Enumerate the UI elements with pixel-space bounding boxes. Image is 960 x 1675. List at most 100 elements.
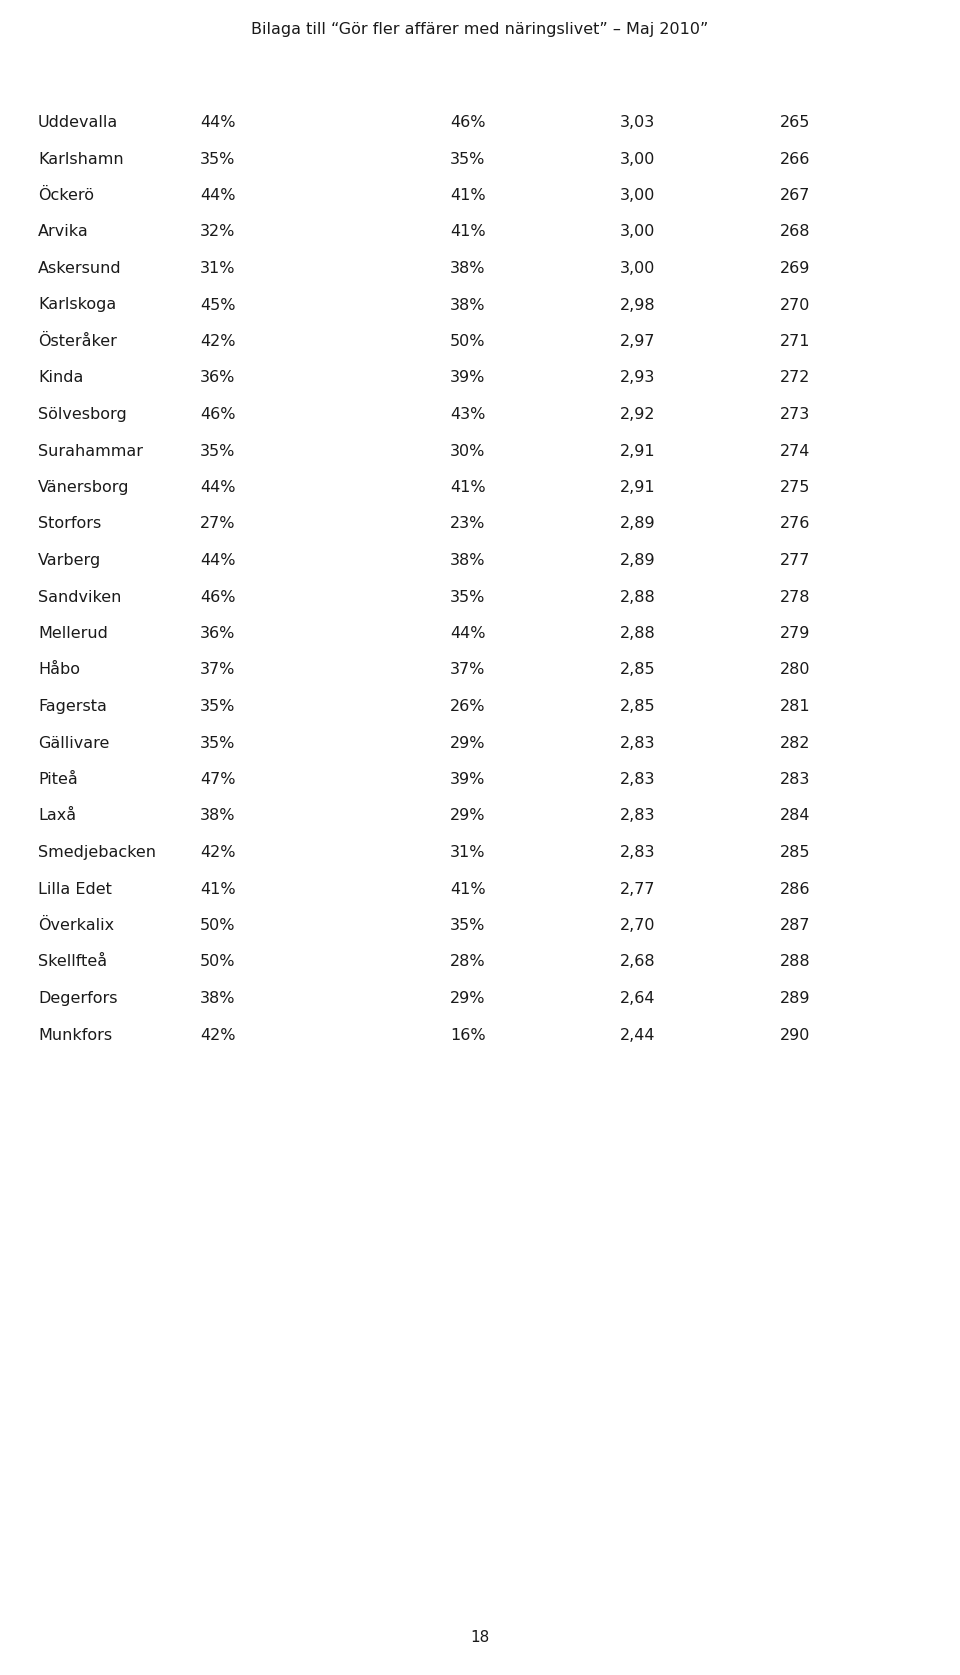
Text: Österåker: Österåker — [38, 333, 117, 348]
Text: Fagersta: Fagersta — [38, 698, 107, 714]
Text: 290: 290 — [780, 1027, 810, 1042]
Text: 37%: 37% — [450, 663, 486, 677]
Text: 2,44: 2,44 — [620, 1027, 656, 1042]
Text: 284: 284 — [780, 809, 810, 824]
Text: 44%: 44% — [200, 481, 235, 496]
Text: Öckerö: Öckerö — [38, 188, 94, 203]
Text: 2,83: 2,83 — [620, 735, 656, 750]
Text: Sölvesborg: Sölvesborg — [38, 407, 127, 422]
Text: 2,97: 2,97 — [620, 333, 656, 348]
Text: 275: 275 — [780, 481, 810, 496]
Text: 278: 278 — [780, 590, 810, 605]
Text: 46%: 46% — [450, 116, 486, 131]
Text: 2,68: 2,68 — [620, 955, 656, 970]
Text: 35%: 35% — [200, 444, 235, 459]
Text: Surahammar: Surahammar — [38, 444, 143, 459]
Text: 37%: 37% — [200, 663, 235, 677]
Text: 35%: 35% — [200, 151, 235, 166]
Text: 47%: 47% — [200, 772, 235, 787]
Text: 41%: 41% — [450, 224, 486, 240]
Text: Kinda: Kinda — [38, 370, 84, 385]
Text: Överkalix: Överkalix — [38, 918, 114, 933]
Text: 287: 287 — [780, 918, 810, 933]
Text: 39%: 39% — [450, 772, 486, 787]
Text: 2,91: 2,91 — [620, 444, 656, 459]
Text: 36%: 36% — [200, 370, 235, 385]
Text: Vänersborg: Vänersborg — [38, 481, 130, 496]
Text: 279: 279 — [780, 626, 810, 642]
Text: 2,89: 2,89 — [620, 516, 656, 531]
Text: 285: 285 — [780, 844, 810, 859]
Text: 45%: 45% — [200, 298, 235, 313]
Text: 41%: 41% — [450, 881, 486, 896]
Text: 2,98: 2,98 — [620, 298, 656, 313]
Text: 276: 276 — [780, 516, 810, 531]
Text: 32%: 32% — [200, 224, 235, 240]
Text: 270: 270 — [780, 298, 810, 313]
Text: 3,00: 3,00 — [620, 261, 656, 276]
Text: 18: 18 — [470, 1630, 490, 1645]
Text: 44%: 44% — [450, 626, 486, 642]
Text: 2,83: 2,83 — [620, 809, 656, 824]
Text: 44%: 44% — [200, 553, 235, 568]
Text: Degerfors: Degerfors — [38, 992, 117, 1007]
Text: 3,03: 3,03 — [620, 116, 656, 131]
Text: Askersund: Askersund — [38, 261, 122, 276]
Text: 35%: 35% — [200, 735, 235, 750]
Text: Munkfors: Munkfors — [38, 1027, 112, 1042]
Text: 38%: 38% — [450, 298, 486, 313]
Text: 27%: 27% — [200, 516, 235, 531]
Text: 2,88: 2,88 — [620, 590, 656, 605]
Text: 2,93: 2,93 — [620, 370, 656, 385]
Text: Mellerud: Mellerud — [38, 626, 108, 642]
Text: 2,92: 2,92 — [620, 407, 656, 422]
Text: 29%: 29% — [450, 992, 486, 1007]
Text: Smedjebacken: Smedjebacken — [38, 844, 156, 859]
Text: Storfors: Storfors — [38, 516, 101, 531]
Text: 38%: 38% — [450, 261, 486, 276]
Text: Uddevalla: Uddevalla — [38, 116, 118, 131]
Text: Skellfteå: Skellfteå — [38, 955, 108, 970]
Text: 42%: 42% — [200, 844, 235, 859]
Text: Piteå: Piteå — [38, 772, 78, 787]
Text: Håbo: Håbo — [38, 663, 80, 677]
Text: 288: 288 — [780, 955, 810, 970]
Text: 2,88: 2,88 — [620, 626, 656, 642]
Text: 2,85: 2,85 — [620, 698, 656, 714]
Text: 41%: 41% — [450, 481, 486, 496]
Text: 35%: 35% — [450, 918, 486, 933]
Text: 26%: 26% — [450, 698, 486, 714]
Text: 273: 273 — [780, 407, 810, 422]
Text: 2,89: 2,89 — [620, 553, 656, 568]
Text: 268: 268 — [780, 224, 810, 240]
Text: 272: 272 — [780, 370, 810, 385]
Text: 50%: 50% — [450, 333, 486, 348]
Text: 38%: 38% — [200, 992, 235, 1007]
Text: 266: 266 — [780, 151, 810, 166]
Text: 283: 283 — [780, 772, 810, 787]
Text: 2,91: 2,91 — [620, 481, 656, 496]
Text: 274: 274 — [780, 444, 810, 459]
Text: 35%: 35% — [200, 698, 235, 714]
Text: 46%: 46% — [200, 407, 235, 422]
Text: 41%: 41% — [450, 188, 486, 203]
Text: 289: 289 — [780, 992, 810, 1007]
Text: 2,85: 2,85 — [620, 663, 656, 677]
Text: 29%: 29% — [450, 809, 486, 824]
Text: 265: 265 — [780, 116, 810, 131]
Text: 2,70: 2,70 — [620, 918, 656, 933]
Text: 44%: 44% — [200, 116, 235, 131]
Text: Gällivare: Gällivare — [38, 735, 109, 750]
Text: 31%: 31% — [200, 261, 235, 276]
Text: 282: 282 — [780, 735, 810, 750]
Text: 50%: 50% — [200, 955, 235, 970]
Text: 30%: 30% — [450, 444, 486, 459]
Text: 267: 267 — [780, 188, 810, 203]
Text: 269: 269 — [780, 261, 810, 276]
Text: 3,00: 3,00 — [620, 151, 656, 166]
Text: Lilla Edet: Lilla Edet — [38, 881, 112, 896]
Text: 42%: 42% — [200, 1027, 235, 1042]
Text: 2,83: 2,83 — [620, 772, 656, 787]
Text: 28%: 28% — [450, 955, 486, 970]
Text: 3,00: 3,00 — [620, 188, 656, 203]
